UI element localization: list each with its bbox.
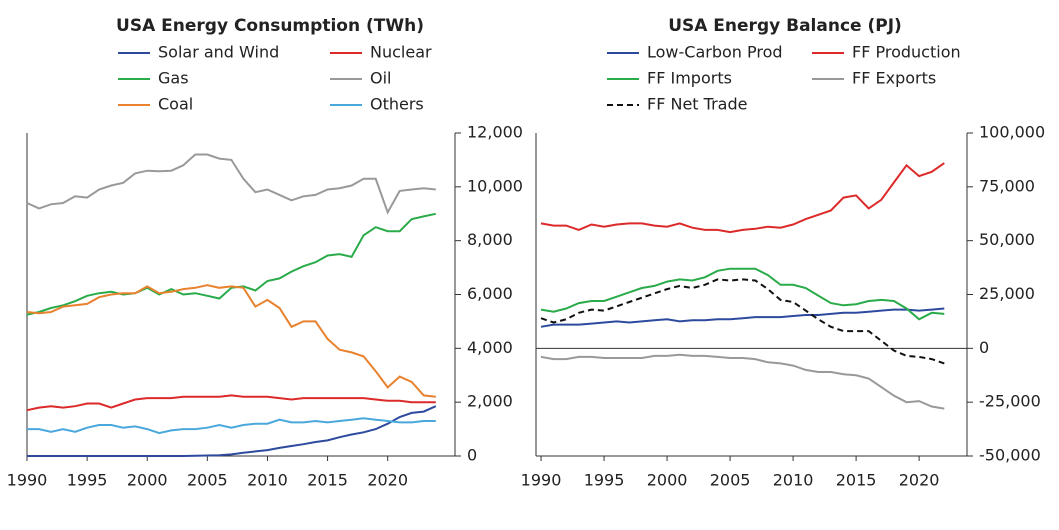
legend-label: Oil — [370, 69, 391, 88]
series-line — [27, 417, 436, 435]
x-tick-label: 2005 — [187, 471, 228, 490]
series-line — [26, 394, 436, 412]
y-tick-label: 2,000 — [467, 392, 513, 411]
x-tick-label: 2005 — [710, 471, 751, 490]
chart-title: USA Energy Consumption (TWh) — [116, 16, 424, 36]
y-tick-label: 4,000 — [467, 338, 513, 357]
series-line — [540, 162, 945, 234]
y-tick-label: 100,000 — [979, 123, 1045, 142]
y-tick-label: 6,000 — [467, 284, 513, 303]
legend-label: Coal — [158, 95, 193, 114]
series-line — [27, 405, 437, 457]
x-tick-label: 2000 — [647, 471, 688, 490]
x-tick-label: 1995 — [67, 471, 108, 490]
y-tick-label: -50,000 — [979, 446, 1041, 465]
x-tick-label: 2020 — [367, 471, 408, 490]
series-line — [540, 353, 945, 410]
y-tick-label: 0 — [467, 446, 477, 465]
y-tick-label: 50,000 — [979, 230, 1035, 249]
y-tick-label: 10,000 — [467, 176, 523, 195]
legend-label: FF Exports — [852, 69, 936, 88]
x-tick-label: 2015 — [307, 471, 348, 490]
y-tick-label: 0 — [979, 338, 989, 357]
legend-label: FF Net Trade — [647, 95, 747, 114]
legend-label: Gas — [158, 69, 189, 88]
series-line — [26, 212, 437, 316]
x-tick-label: 1995 — [584, 471, 625, 490]
legend-label: Low-Carbon Prod — [647, 43, 783, 62]
legend-label: Solar and Wind — [158, 43, 279, 62]
x-tick-label: 2000 — [127, 471, 168, 490]
series-line — [540, 307, 945, 328]
x-tick-label: 2015 — [836, 471, 877, 490]
legend-label: Others — [370, 95, 424, 114]
y-tick-label: 12,000 — [467, 123, 523, 142]
y-tick-label: 75,000 — [979, 176, 1035, 195]
series-line — [26, 284, 436, 398]
legend-label: FF Imports — [647, 69, 732, 88]
y-tick-label: 8,000 — [467, 230, 513, 249]
legend-label: Nuclear — [370, 43, 432, 62]
y-tick-label: 25,000 — [979, 284, 1035, 303]
x-tick-label: 1990 — [7, 471, 48, 490]
x-tick-label: 2010 — [773, 471, 814, 490]
legend-label: FF Production — [852, 43, 961, 62]
chart-title: USA Energy Balance (PJ) — [668, 16, 902, 36]
x-tick-label: 1990 — [521, 471, 562, 490]
x-tick-label: 2020 — [899, 471, 940, 490]
series-line — [540, 267, 945, 321]
y-tick-label: -25,000 — [979, 392, 1041, 411]
series-line — [26, 153, 436, 215]
series-line — [540, 278, 945, 365]
x-tick-label: 2010 — [247, 471, 288, 490]
